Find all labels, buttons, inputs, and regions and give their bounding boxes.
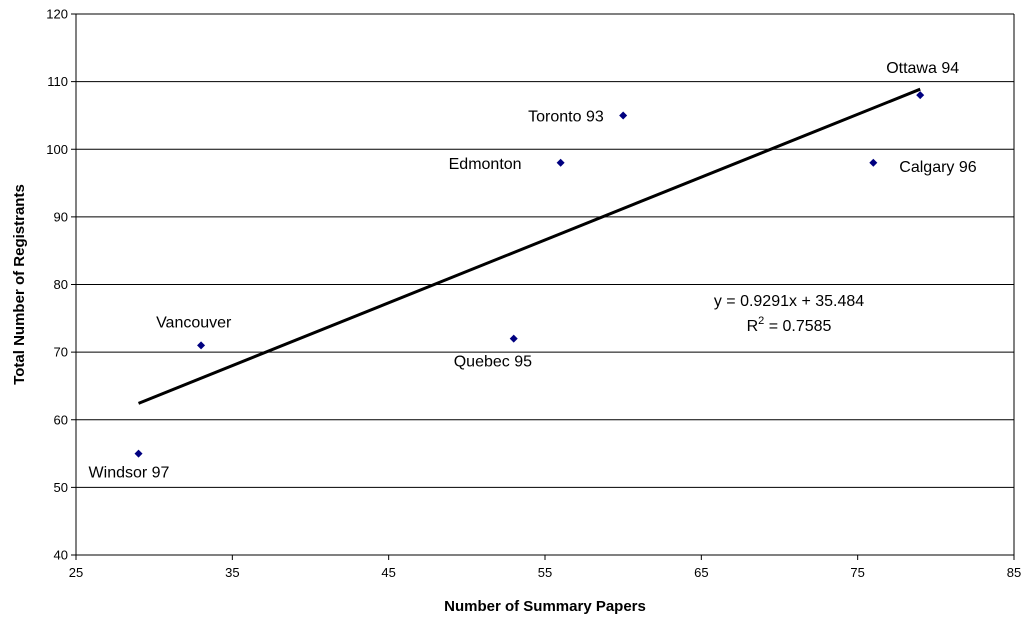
y-tick-labels: 40 50 60 70 80 90 100 110 120 — [46, 7, 68, 563]
y-tick-label-110: 110 — [47, 74, 68, 89]
point-labels: Windsor 97 Vancouver Quebec 95 Edmonton Toro… — [89, 60, 977, 481]
x-tick-label-35: 35 — [225, 565, 239, 580]
point-label-4: Edmonton — [449, 156, 522, 173]
trendline — [137, 87, 921, 405]
point-label-2: Vancouver — [156, 314, 232, 331]
gridlines — [76, 13, 1014, 556]
x-tick-label-75: 75 — [850, 565, 864, 580]
data-point-5 — [619, 111, 628, 120]
y-axis-title: Total Number of Registrants — [11, 184, 28, 385]
point-label-1: Windsor 97 — [89, 465, 170, 482]
data-point-4 — [556, 158, 565, 167]
x-tick-label-45: 45 — [381, 565, 395, 580]
x-tick-label-65: 65 — [694, 565, 708, 580]
point-label-5: Toronto 93 — [528, 108, 604, 125]
trendline-equation: y = 0.9291x + 35.484 — [714, 293, 864, 310]
y-tick-label-40: 40 — [54, 548, 68, 563]
x-tick-label-25: 25 — [69, 565, 83, 580]
data-points — [134, 91, 925, 458]
point-label-3: Quebec 95 — [454, 354, 532, 371]
y-tick-label-90: 90 — [54, 209, 68, 224]
y-tick-label-50: 50 — [54, 480, 68, 495]
data-point-2 — [197, 341, 206, 350]
x-tick-label-55: 55 — [538, 565, 552, 580]
y-tick-label-120: 120 — [46, 7, 68, 22]
y-tick-label-100: 100 — [46, 142, 68, 157]
x-tick-label-85: 85 — [1007, 565, 1021, 580]
y-tick-label-70: 70 — [54, 345, 68, 360]
y-tick-label-60: 60 — [54, 412, 68, 427]
trendline-r-squared: R2 = 0.7585 — [747, 315, 832, 335]
axes — [71, 13, 1015, 560]
data-point-6 — [869, 158, 878, 167]
r2-value: = 0.7585 — [764, 318, 831, 335]
r2-superscript: 2 — [758, 315, 764, 327]
data-point-3 — [509, 334, 518, 343]
data-point-7 — [916, 91, 925, 100]
point-label-6: Calgary 96 — [899, 159, 976, 176]
point-label-7: Ottawa 94 — [886, 60, 959, 77]
r2-prefix: R — [747, 318, 759, 335]
data-point-1 — [134, 449, 143, 458]
x-axis-title: Number of Summary Papers — [444, 598, 646, 615]
x-tick-labels: 25 35 45 55 65 75 85 — [69, 565, 1021, 580]
y-tick-label-80: 80 — [54, 277, 68, 292]
